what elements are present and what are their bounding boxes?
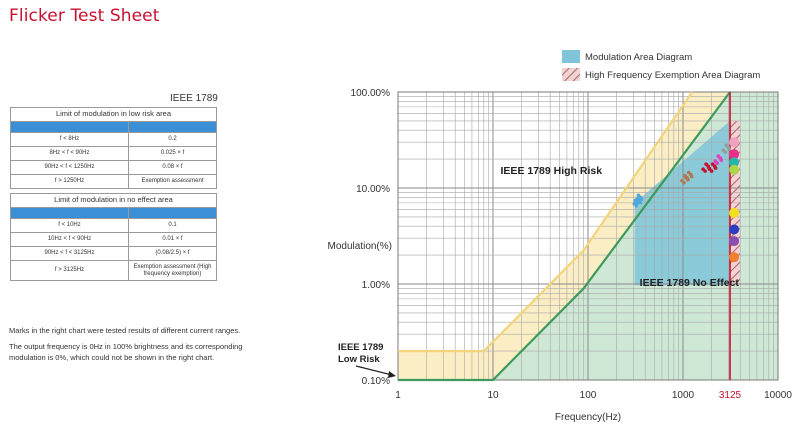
data-mark bbox=[721, 143, 732, 154]
data-mark bbox=[729, 157, 740, 168]
low-risk-table: Limit of modulation in low risk area f <… bbox=[10, 107, 217, 189]
x-tick-label: 1 bbox=[395, 390, 401, 401]
legend-label-exemption: High Frequency Exemption Area Diagram bbox=[585, 70, 760, 81]
y-tick-label: 1.00% bbox=[362, 280, 390, 291]
data-mark bbox=[707, 162, 718, 173]
data-mark bbox=[633, 193, 644, 205]
no-effect-label: IEEE 1789 No Effect bbox=[640, 277, 740, 289]
x-tick-label: 1000 bbox=[672, 390, 695, 401]
no-effect-row-limit: Exemption assessment (High frequency exe… bbox=[128, 260, 217, 281]
data-mark bbox=[729, 224, 740, 235]
x-tick-label: 3125 bbox=[719, 390, 742, 401]
y-tick-label: 0.10% bbox=[362, 376, 390, 387]
y-tick-label: 100.00% bbox=[351, 88, 391, 99]
data-mark bbox=[729, 252, 740, 263]
low-risk-arrowhead bbox=[388, 371, 396, 378]
data-mark-dot bbox=[682, 180, 686, 185]
high-risk-label: IEEE 1789 High Risk bbox=[501, 165, 603, 177]
data-mark bbox=[729, 236, 740, 247]
low-risk-boundary-line bbox=[398, 91, 694, 353]
x-tick-label: 10000 bbox=[764, 390, 792, 401]
data-mark bbox=[729, 137, 740, 148]
no-effect-table: Limit of modulation in no effect area f … bbox=[10, 193, 217, 281]
data-mark-dot bbox=[723, 150, 728, 154]
plot-border bbox=[397, 91, 779, 381]
chart-note-marks: Marks in the right chart were tested res… bbox=[9, 326, 241, 335]
low-risk-arrow bbox=[355, 365, 393, 376]
x-tick-label: 10 bbox=[487, 390, 499, 401]
data-mark bbox=[713, 154, 724, 165]
x-tick-label: 100 bbox=[580, 390, 597, 401]
low-risk-area bbox=[398, 92, 731, 380]
data-mark-dot bbox=[718, 156, 723, 160]
low-risk-row-limit: Exemption assessment bbox=[128, 174, 217, 189]
low-risk-label-line1: IEEE 1789 bbox=[338, 342, 383, 353]
data-mark-dot bbox=[715, 161, 720, 165]
chart-note-brightness: The output frequency is 0Hz in 100% brig… bbox=[9, 342, 242, 364]
data-mark bbox=[729, 207, 740, 218]
data-mark-dot bbox=[685, 177, 690, 182]
y-tick-label: 10.00% bbox=[356, 184, 390, 195]
data-mark bbox=[729, 149, 740, 160]
data-mark-dot bbox=[726, 145, 731, 149]
data-mark-dot bbox=[703, 169, 707, 173]
data-mark-dot bbox=[709, 169, 714, 173]
legend-swatch-modulation bbox=[562, 50, 580, 63]
data-mark-dot bbox=[634, 203, 639, 208]
no-effect-boundary-line bbox=[398, 91, 731, 382]
chart-note-brightness-line2: modulation is 0%, which could not be sho… bbox=[9, 352, 215, 362]
page-title: Flicker Test Sheet bbox=[9, 6, 160, 26]
data-mark-dot bbox=[635, 200, 640, 205]
data-mark bbox=[683, 170, 694, 182]
data-mark-dot bbox=[638, 195, 643, 200]
data-mark-dot bbox=[712, 164, 717, 168]
low-risk-label-line2: Low Risk bbox=[338, 354, 380, 365]
legend-swatch-exemption bbox=[562, 68, 580, 81]
chart-note-brightness-line1: The output frequency is 0Hz in 100% brig… bbox=[9, 342, 243, 351]
standard-label: IEEE 1789 bbox=[170, 93, 218, 104]
data-mark-dot bbox=[688, 172, 693, 177]
legend-label-modulation: Modulation Area Diagram bbox=[585, 52, 692, 63]
data-mark-dot bbox=[706, 164, 710, 168]
x-axis-label: Frequency(Hz) bbox=[555, 412, 621, 423]
y-axis-label: Modulation(%) bbox=[328, 241, 392, 252]
data-mark bbox=[729, 164, 740, 175]
